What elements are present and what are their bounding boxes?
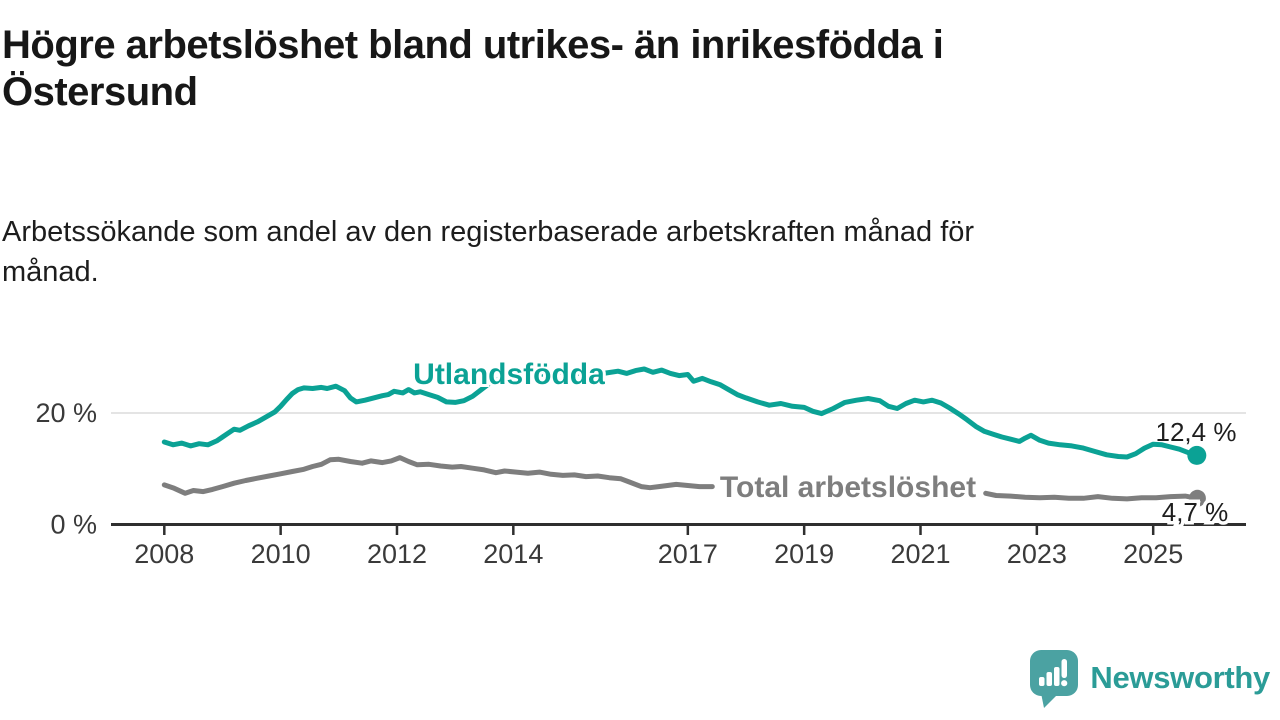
y-tick-label: 0 %	[50, 510, 97, 540]
newsworthy-bubble-icon	[1030, 650, 1079, 708]
series-line-utlandsfodda	[161, 366, 1200, 460]
y-tick-label: 20 %	[35, 398, 97, 428]
x-tick-label: 2014	[483, 539, 543, 569]
x-tick-label: 2017	[658, 539, 718, 569]
end-value-label-utlandsfodda: 12,4 %	[1156, 417, 1237, 447]
newsworthy-logo-text: Newsworthy	[1090, 660, 1270, 695]
x-tick-label: 2012	[367, 539, 427, 569]
x-tick-label: 2023	[1007, 539, 1067, 569]
x-tick-label: 2019	[774, 539, 834, 569]
x-tick-label: 2021	[890, 539, 950, 569]
series-label-total: Total arbetslöshet	[720, 471, 976, 504]
chart-subtitle: Arbetssökande som andel av den registerb…	[2, 216, 975, 288]
end-dot-total	[1188, 489, 1206, 507]
x-tick-label: 2010	[251, 539, 311, 569]
end-dot-utlandsfodda	[1187, 445, 1207, 465]
series-line-total	[983, 490, 1200, 502]
x-tick-label: 2025	[1123, 539, 1183, 569]
x-tick-label: 2008	[134, 539, 194, 569]
page-title: Högre arbetslöshet bland utrikes- än inr…	[2, 23, 944, 114]
series-label-utlandsfodda: Utlandsfödda	[413, 358, 605, 391]
end-value-label-total: 4,7 %	[1162, 497, 1229, 527]
newsworthy-logo: Newsworthy	[1028, 648, 1270, 708]
series-line-total	[161, 455, 715, 496]
